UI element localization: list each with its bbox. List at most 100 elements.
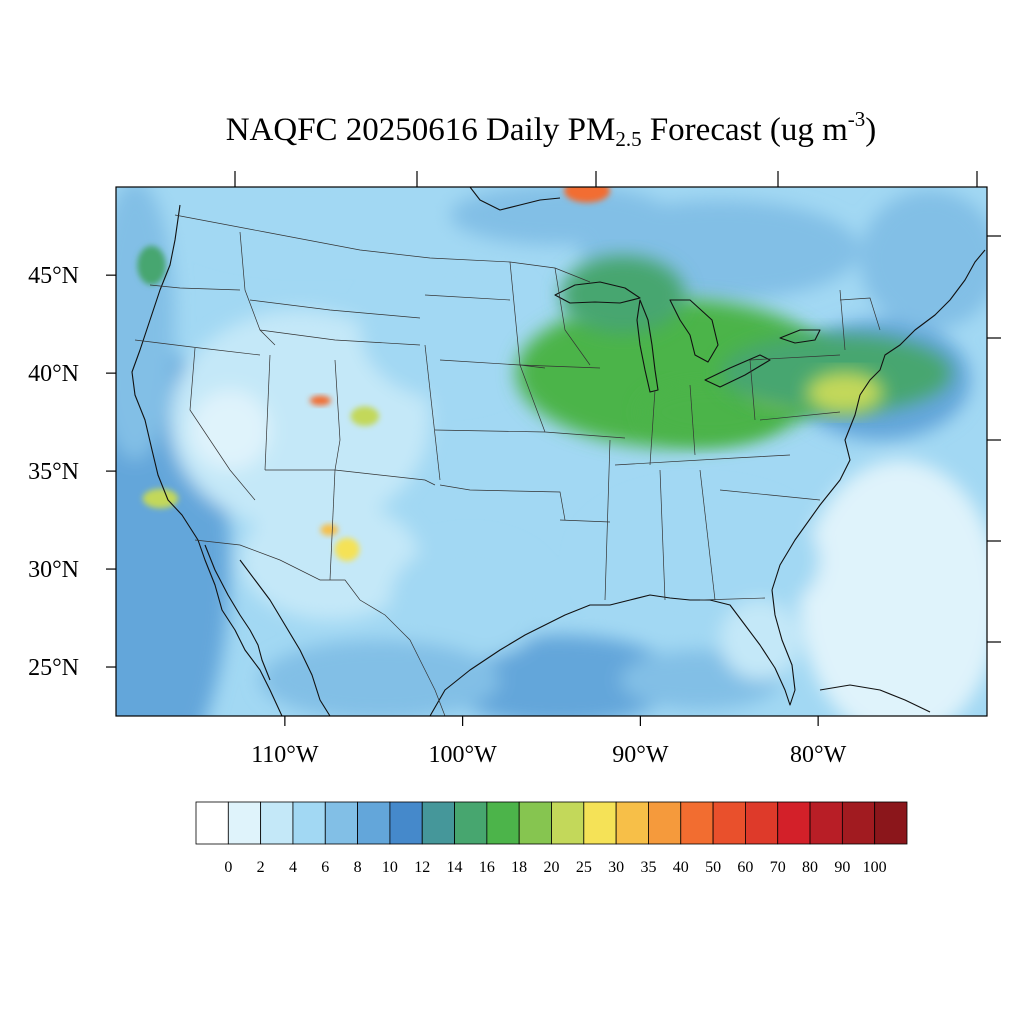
colorbar-swatch-0 (195, 801, 229, 845)
map-frame (115, 186, 988, 717)
border-la-ms (604, 439, 611, 601)
hudson-bay-coastline (469, 187, 561, 211)
atlantic-field (800, 460, 987, 716)
colorbar-label-4: 4 (289, 859, 297, 876)
lake-michigan (636, 299, 659, 393)
colorbar-label-80: 80 (802, 859, 818, 876)
border-wy-row (259, 329, 421, 346)
border-mo-ar (544, 431, 626, 439)
colorbar-label-60: 60 (737, 859, 753, 876)
colorbar-swatch-16 (712, 801, 746, 845)
border-ca-nv (189, 347, 256, 501)
colorbar-swatch-20 (841, 801, 876, 845)
pm-regions (137, 187, 952, 562)
pm-region-7 (563, 187, 611, 203)
lon-label-110: 110°W (251, 742, 319, 768)
border-va-md (759, 411, 841, 421)
southwest-field (240, 500, 420, 620)
pacific-north-field (116, 187, 175, 460)
atlantic-coastline (771, 249, 986, 591)
border-pa-ny (749, 354, 841, 361)
colorbar-label-6: 6 (321, 859, 329, 876)
map-ticks (106, 171, 1001, 726)
colorbar-swatch-10 (518, 801, 552, 845)
pm-region-12 (309, 395, 332, 406)
colorbar-label-10: 10 (382, 859, 398, 876)
pm-region-9 (334, 537, 360, 562)
longitude-labels: 110°W 100°W 90°W 80°W (251, 742, 846, 768)
colorbar-label-20: 20 (544, 859, 560, 876)
colorbar-swatch-7 (421, 801, 455, 845)
gulf-coastline (429, 589, 796, 716)
border-ks-ok (434, 429, 546, 433)
lake-erie (704, 354, 771, 388)
colorbar-swatch-1 (227, 801, 262, 845)
colorbar-label-25: 25 (576, 859, 592, 876)
colorbar-swatch-3 (292, 801, 326, 845)
colorbar-swatch-11 (551, 801, 585, 845)
lon-label-100: 100°W (428, 742, 497, 768)
border-id-mt (239, 231, 276, 346)
pm-region-5 (560, 255, 685, 334)
border-nv-ut (264, 354, 271, 471)
colorbar-swatch-21 (874, 801, 908, 845)
border-mt-wy (249, 299, 421, 319)
title-suffix: ) (865, 112, 877, 148)
lake-huron (669, 299, 719, 363)
coastlines (131, 187, 986, 716)
border-nc-sc (719, 489, 821, 501)
lake-superior (554, 281, 641, 304)
colorbar-label-90: 90 (834, 859, 850, 876)
border-tn-ky (614, 454, 791, 466)
border-co-ks (424, 344, 441, 481)
colorbar-swatch-18 (777, 801, 811, 845)
colorbar-swatch-5 (357, 801, 391, 845)
colorbar-label-14: 14 (447, 859, 463, 876)
baja-coastline (204, 544, 271, 681)
border-or-ca (134, 339, 261, 356)
lon-label-80: 80°W (790, 742, 847, 768)
colorbar-swatch-6 (389, 801, 423, 845)
border-oh-pa (749, 359, 756, 421)
title-subscript: 2.5 (615, 127, 642, 151)
colorbar-swatch-17 (745, 801, 779, 845)
mexico-pacific-coastline (239, 559, 331, 716)
nevada-field (190, 390, 270, 470)
border-ut-co (334, 359, 341, 471)
colorbar-label-2: 2 (257, 859, 265, 876)
lat-label-45: 45°N (28, 263, 79, 289)
west-interior-field (170, 310, 430, 530)
field-fill (116, 187, 987, 716)
colorbar-swatch-2 (260, 801, 294, 845)
title-superscript: -3 (847, 107, 866, 131)
colorbar: 0 2 4 6 8 10 12 14 16 18 20 25 30 35 40 50 60 70 80 90 100 (195, 801, 908, 876)
colorbar-label-40: 40 (673, 859, 689, 876)
border-ga-fl (699, 597, 766, 601)
colorbar-swatch-4 (324, 801, 358, 845)
map-panel[interactable] (70, 179, 1000, 780)
border-ok-tx (439, 484, 566, 521)
colorbar-label-0: 0 (224, 859, 232, 876)
lat-label-25: 25°N (28, 655, 79, 681)
border-new-england (839, 297, 881, 331)
southeast-field (580, 490, 820, 630)
colorbar-label-12: 12 (414, 859, 430, 876)
cuba-coastline (819, 684, 931, 713)
pm-region-11 (350, 406, 380, 427)
colorbar-swatch-19 (809, 801, 843, 845)
colorbar-label-35: 35 (640, 859, 656, 876)
west-coastline (131, 204, 283, 716)
colorbar-label-100: 100 (863, 859, 887, 876)
pm-region-10 (320, 523, 339, 536)
border-4corners-row (265, 469, 436, 486)
colorbar-label-70: 70 (770, 859, 786, 876)
lake-ontario (779, 329, 821, 344)
lon-label-90: 90°W (612, 742, 669, 768)
colorbar-label-8: 8 (354, 859, 362, 876)
border-al-ga (699, 469, 716, 601)
border-ms-al (659, 469, 666, 601)
title-middle: Forecast (ug m (641, 112, 848, 148)
pm-region-8 (142, 488, 179, 509)
great-plains-field (360, 260, 540, 400)
